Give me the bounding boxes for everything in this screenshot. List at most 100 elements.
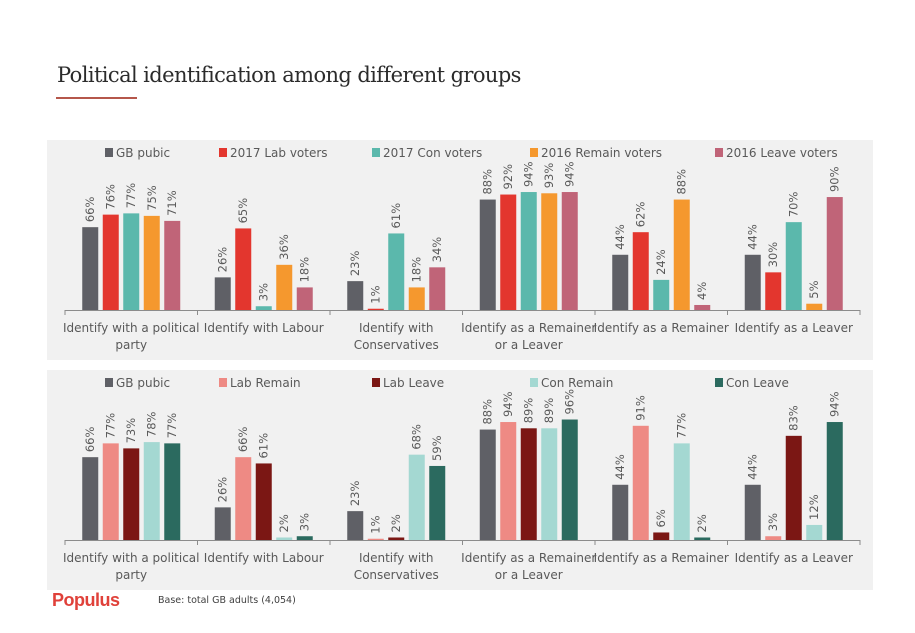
data-label: 73% [124, 418, 138, 444]
chart-subgroups: GB pubic Lab Remain Lab Leave Con Remain Con… [63, 376, 861, 582]
data-label: 76% [104, 184, 118, 210]
bar [296, 536, 313, 540]
page-title: Political identification among different… [57, 63, 521, 87]
bar [785, 222, 802, 310]
bar [806, 303, 823, 310]
bar [520, 428, 537, 540]
data-label: 94% [563, 161, 577, 187]
data-label: 92% [501, 164, 515, 190]
bar [143, 215, 160, 310]
data-label: 89% [542, 398, 556, 424]
legend-swatch [530, 378, 538, 387]
data-label: 30% [766, 242, 780, 268]
base-note: Base: total GB adults (4,054) [158, 595, 296, 606]
data-label: 59% [430, 435, 444, 461]
bar [429, 465, 446, 540]
data-label: 44% [746, 224, 760, 250]
legend-item: 2016 Leave voters [715, 146, 838, 160]
data-label: 70% [787, 192, 801, 218]
bar [102, 443, 119, 540]
legend-item: 2016 Remain voters [530, 146, 662, 160]
bar [744, 254, 761, 310]
bar [296, 287, 313, 310]
bar [632, 425, 649, 540]
category-label: Identify as a Remainer or a Leaver [461, 551, 596, 582]
legend-swatch [372, 148, 380, 157]
data-label: 83% [787, 405, 801, 431]
bar [164, 220, 181, 310]
bar [82, 457, 99, 540]
legend-swatch [372, 378, 380, 387]
data-label: 44% [746, 454, 760, 480]
bar [541, 193, 558, 310]
data-label: 94% [828, 391, 842, 417]
category-label: Identify with Labour [204, 551, 324, 565]
bar [632, 232, 649, 310]
bar [367, 308, 384, 310]
data-label: 93% [542, 163, 556, 189]
category-label: Identify as a Remainer [594, 551, 729, 565]
legend-swatch [219, 378, 227, 387]
bar [653, 279, 670, 310]
data-label: 71% [165, 190, 179, 216]
data-label: 24% [654, 249, 668, 275]
category-label: Identify as a Leaver [735, 551, 853, 565]
bar [367, 538, 384, 540]
legend-item: 2017 Con voters [372, 146, 482, 160]
category-label: Identify with a political party [63, 321, 200, 352]
data-label: 34% [430, 237, 444, 263]
data-label: 3% [257, 283, 271, 301]
bar [255, 463, 272, 540]
data-label: 94% [522, 161, 536, 187]
bar [694, 537, 711, 540]
bar [826, 197, 843, 310]
data-label: 3% [766, 513, 780, 531]
category-label: Identify with Conservatives [354, 551, 439, 582]
data-label: 2% [389, 514, 403, 532]
title-underline [56, 97, 137, 99]
data-label: 23% [348, 251, 362, 277]
legend-item: GB pubic [105, 376, 170, 390]
bar [541, 428, 558, 540]
chart-voters: GB pubic 2017 Lab voters 2017 Con voters 20… [63, 146, 861, 352]
legend-swatch [715, 148, 723, 157]
bar [214, 277, 231, 310]
bar [347, 511, 364, 540]
data-label: 3% [298, 513, 312, 531]
data-label: 1% [369, 285, 383, 303]
data-label: 88% [675, 169, 689, 195]
legend-label: 2017 Lab voters [230, 146, 328, 160]
bar [276, 264, 293, 310]
data-label: 77% [675, 413, 689, 439]
legend-item: 2017 Lab voters [219, 146, 328, 160]
legend-label: Con Leave [726, 376, 789, 390]
bar [276, 537, 293, 540]
bar [806, 524, 823, 540]
bar [143, 442, 160, 540]
bar [408, 454, 425, 540]
legend-swatch [105, 378, 113, 387]
data-label: 12% [807, 494, 821, 520]
legend-swatch [530, 148, 538, 157]
data-label: 5% [807, 280, 821, 298]
bar [235, 228, 252, 310]
bar [744, 484, 761, 540]
legend-label: GB pubic [116, 376, 170, 390]
data-label: 90% [828, 166, 842, 192]
legend-item: Con Remain [530, 376, 613, 390]
bar [826, 422, 843, 540]
bar [102, 214, 119, 310]
data-label: 77% [165, 413, 179, 439]
legend-swatch [219, 148, 227, 157]
data-label: 75% [145, 185, 159, 211]
bar [765, 272, 782, 310]
bar [561, 419, 578, 540]
legend-swatch [715, 378, 723, 387]
data-label: 44% [613, 454, 627, 480]
data-label: 61% [257, 433, 271, 459]
bar [673, 443, 690, 540]
data-label: 62% [634, 202, 648, 228]
category-label: Identify with a political party [63, 551, 200, 582]
data-label: 23% [348, 481, 362, 507]
bar [214, 507, 231, 540]
